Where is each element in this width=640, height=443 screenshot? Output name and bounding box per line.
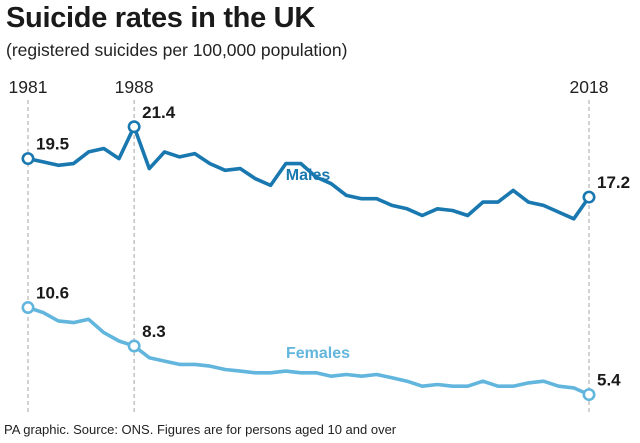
data-label-females-1988: 8.3: [142, 322, 166, 341]
marker-females-1988: [127, 339, 141, 353]
series-line-females: [26, 305, 591, 397]
source-note: PA graphic. Source: ONS. Figures are for…: [4, 422, 397, 437]
chart-subtitle: (registered suicides per 100,000 populat…: [6, 40, 348, 60]
data-label-females-2018: 5.4: [597, 371, 621, 390]
data-label-males-2018: 17.2: [597, 173, 630, 192]
marker-males-1988: [127, 120, 141, 134]
x-tick-label-1981: 1981: [9, 77, 48, 97]
series-line-males: [26, 125, 591, 221]
data-label-males-1988: 21.4: [142, 103, 176, 122]
series-label-males: Males: [286, 167, 331, 184]
series-label-females: Females: [286, 345, 350, 362]
marker-males-1981: [21, 152, 35, 166]
x-tick-label-1988: 1988: [115, 77, 154, 97]
x-tick-label-2018: 2018: [570, 77, 609, 97]
marker-males-2018: [582, 190, 596, 204]
data-label-females-1981: 10.6: [36, 284, 69, 303]
data-label-males-1981: 19.5: [36, 135, 69, 154]
chart-title: Suicide rates in the UK: [6, 2, 315, 34]
marker-females-2018: [582, 388, 596, 402]
marker-females-1981: [21, 301, 35, 315]
